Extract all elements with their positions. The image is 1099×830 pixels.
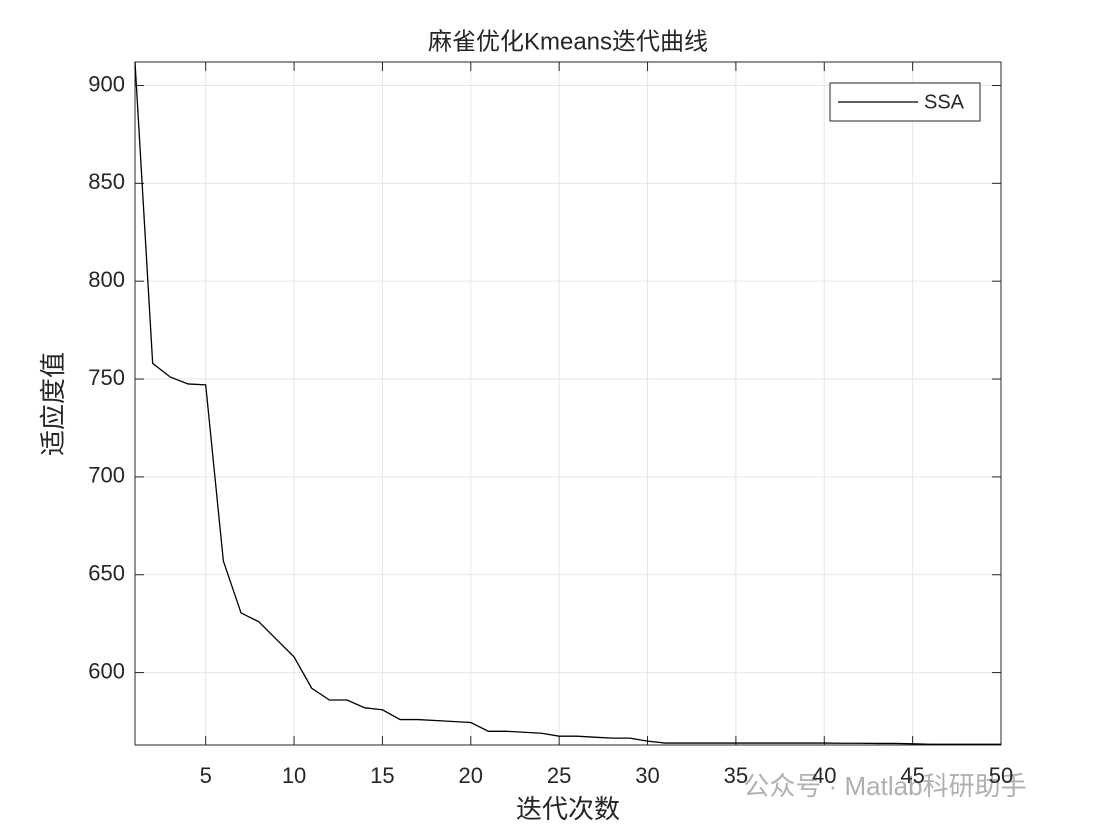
y-tick-label: 850 (88, 169, 125, 194)
legend-label: SSA (924, 91, 965, 113)
y-tick-label: 700 (88, 463, 125, 488)
watermark: 公众号 · Matlab科研助手 (743, 771, 1026, 801)
x-tick-label: 40 (812, 763, 836, 788)
y-tick-label: 800 (88, 267, 125, 292)
x-tick-label: 30 (635, 763, 659, 788)
plot-area (135, 62, 1001, 745)
y-axis-label: 适应度值 (38, 352, 68, 456)
x-tick-label: 50 (989, 763, 1013, 788)
y-tick-label: 650 (88, 561, 125, 586)
y-tick-label: 750 (88, 365, 125, 390)
x-tick-label: 15 (370, 763, 394, 788)
x-tick-label: 5 (200, 763, 212, 788)
x-tick-label: 25 (547, 763, 571, 788)
y-tick-label: 900 (88, 71, 125, 96)
x-tick-label: 45 (900, 763, 924, 788)
axes-box (134, 61, 1002, 746)
y-tick-label: 600 (88, 658, 125, 683)
x-tick-label: 35 (724, 763, 748, 788)
x-axis-label: 迭代次数 (516, 794, 620, 824)
line (134, 61, 1001, 745)
chart-title: 麻雀优化Kmeans迭代曲线 (428, 28, 708, 55)
x-tick-label: 10 (282, 763, 306, 788)
x-tick-label: 20 (459, 763, 483, 788)
